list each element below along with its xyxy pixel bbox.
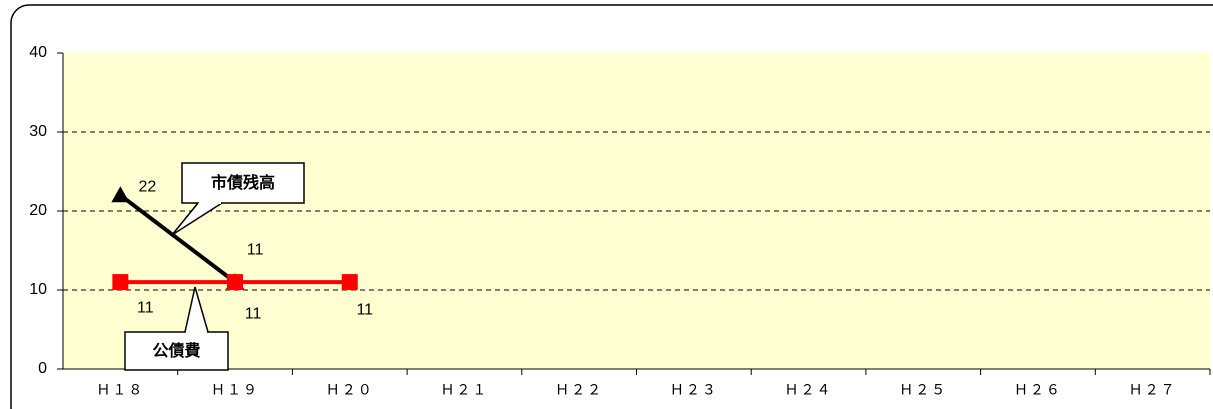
series-line — [119, 193, 237, 284]
callout-label: 市債残高 — [211, 173, 275, 192]
x-tick-label: Ｈ２１ — [440, 382, 488, 398]
marker — [341, 274, 358, 291]
callout-box — [124, 331, 229, 371]
y-tick-label: 10 — [29, 281, 47, 298]
data-label: 11 — [356, 301, 373, 318]
callout-pointer — [171, 202, 223, 236]
y-tick-label: 40 — [29, 44, 47, 61]
marker — [112, 274, 129, 291]
x-tick-label: Ｈ２０ — [326, 382, 374, 398]
callout-label: 公債費 — [152, 341, 200, 360]
y-tick-label: 20 — [29, 202, 47, 219]
x-tick-label: Ｈ２５ — [899, 382, 947, 398]
data-label: 11 — [137, 299, 154, 316]
x-tick-label: Ｈ２４ — [785, 382, 833, 398]
x-tick-label: Ｈ１８ — [96, 382, 144, 398]
y-tick-label: 30 — [29, 123, 47, 140]
callout-pointer — [184, 286, 209, 333]
x-tick-label: Ｈ２７ — [1129, 382, 1177, 398]
data-label: 22 — [138, 178, 156, 195]
x-tick-label: Ｈ２６ — [1014, 382, 1062, 398]
y-tick-label: 0 — [38, 360, 47, 377]
marker — [111, 186, 130, 203]
x-tick-label: Ｈ２３ — [670, 382, 718, 398]
callout-box — [181, 162, 305, 204]
x-tick-label: Ｈ２２ — [555, 382, 603, 398]
x-tick-label: Ｈ１９ — [211, 382, 259, 398]
data-label: 11 — [245, 305, 262, 322]
data-label: 11 — [247, 241, 264, 258]
marker — [227, 274, 244, 291]
